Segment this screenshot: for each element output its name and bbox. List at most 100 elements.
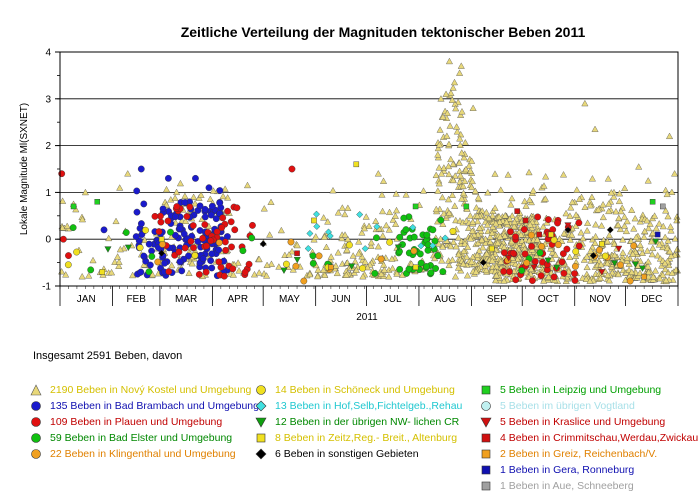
data-point xyxy=(469,218,477,225)
data-point xyxy=(219,214,227,222)
data-point xyxy=(649,229,657,236)
data-point xyxy=(222,246,230,254)
data-point xyxy=(208,202,216,210)
data-point xyxy=(617,207,625,215)
data-point xyxy=(447,242,455,250)
data-point xyxy=(620,213,629,220)
data-point xyxy=(491,170,499,177)
data-point xyxy=(629,250,637,257)
data-point xyxy=(78,215,86,223)
data-point xyxy=(637,244,645,252)
data-point xyxy=(312,233,320,240)
data-point xyxy=(659,271,667,278)
data-point xyxy=(449,227,457,235)
data-point xyxy=(132,233,140,240)
data-point xyxy=(573,186,581,193)
data-point xyxy=(162,185,171,193)
data-point xyxy=(178,267,186,275)
data-point xyxy=(667,252,675,259)
data-point xyxy=(521,197,529,205)
data-point xyxy=(432,171,440,178)
data-point xyxy=(468,227,476,234)
data-point xyxy=(313,210,320,218)
data-point xyxy=(333,269,341,277)
data-point xyxy=(361,245,369,253)
data-point xyxy=(358,229,366,236)
data-point xyxy=(378,191,386,198)
data-point xyxy=(459,182,467,190)
data-point xyxy=(99,269,106,275)
data-point xyxy=(65,252,72,259)
data-point xyxy=(311,217,317,224)
data-point xyxy=(522,202,530,209)
data-point xyxy=(496,233,504,240)
data-point xyxy=(315,252,323,260)
data-point xyxy=(157,218,165,226)
data-point xyxy=(621,184,629,191)
month-label: NOV xyxy=(589,294,611,305)
data-point xyxy=(548,231,554,238)
data-point xyxy=(492,271,501,279)
data-point xyxy=(619,249,627,256)
data-point xyxy=(649,198,656,205)
data-point xyxy=(452,242,460,250)
data-point xyxy=(645,224,653,232)
data-point xyxy=(623,217,631,225)
month-label: MAR xyxy=(175,294,197,305)
data-point xyxy=(338,204,346,211)
data-point xyxy=(471,187,479,194)
month-label: JAN xyxy=(77,294,96,305)
data-point xyxy=(327,253,335,260)
data-point xyxy=(456,135,464,142)
data-point xyxy=(207,211,215,219)
data-point xyxy=(615,197,623,205)
data-point xyxy=(228,243,235,251)
data-point xyxy=(469,253,477,260)
data-point xyxy=(468,258,476,265)
data-point xyxy=(402,191,410,198)
data-point xyxy=(105,234,113,242)
data-point xyxy=(346,241,353,249)
data-point xyxy=(355,238,363,245)
data-point xyxy=(497,258,505,265)
data-point xyxy=(461,139,469,146)
data-point xyxy=(605,276,613,284)
data-point xyxy=(124,170,132,177)
data-point xyxy=(654,251,662,259)
data-point xyxy=(379,177,388,184)
data-point xyxy=(359,272,367,280)
data-point xyxy=(671,170,679,177)
data-point xyxy=(280,267,288,274)
data-point xyxy=(568,231,576,238)
data-point xyxy=(449,84,457,91)
data-point xyxy=(216,199,224,207)
data-point xyxy=(482,208,490,216)
data-point xyxy=(472,204,480,211)
data-point xyxy=(551,251,560,258)
data-point xyxy=(528,231,535,239)
data-point xyxy=(412,264,419,271)
data-point xyxy=(645,268,653,275)
data-point xyxy=(497,186,505,193)
data-point xyxy=(199,234,207,242)
month-label: FEB xyxy=(126,294,146,305)
data-point xyxy=(58,267,66,275)
data-point xyxy=(474,217,482,225)
data-point xyxy=(540,182,548,189)
data-point xyxy=(176,258,184,266)
data-point xyxy=(165,268,173,275)
data-point xyxy=(581,99,589,107)
data-point xyxy=(352,266,360,273)
data-point xyxy=(423,231,431,239)
data-point xyxy=(462,165,470,173)
data-point xyxy=(606,226,614,234)
data-point xyxy=(531,258,539,265)
y-tick-label: 1 xyxy=(45,188,51,199)
data-point xyxy=(588,193,596,200)
data-point xyxy=(171,194,179,201)
data-point xyxy=(452,216,460,224)
data-point xyxy=(479,259,487,267)
data-point xyxy=(592,232,600,240)
data-point xyxy=(644,177,652,184)
